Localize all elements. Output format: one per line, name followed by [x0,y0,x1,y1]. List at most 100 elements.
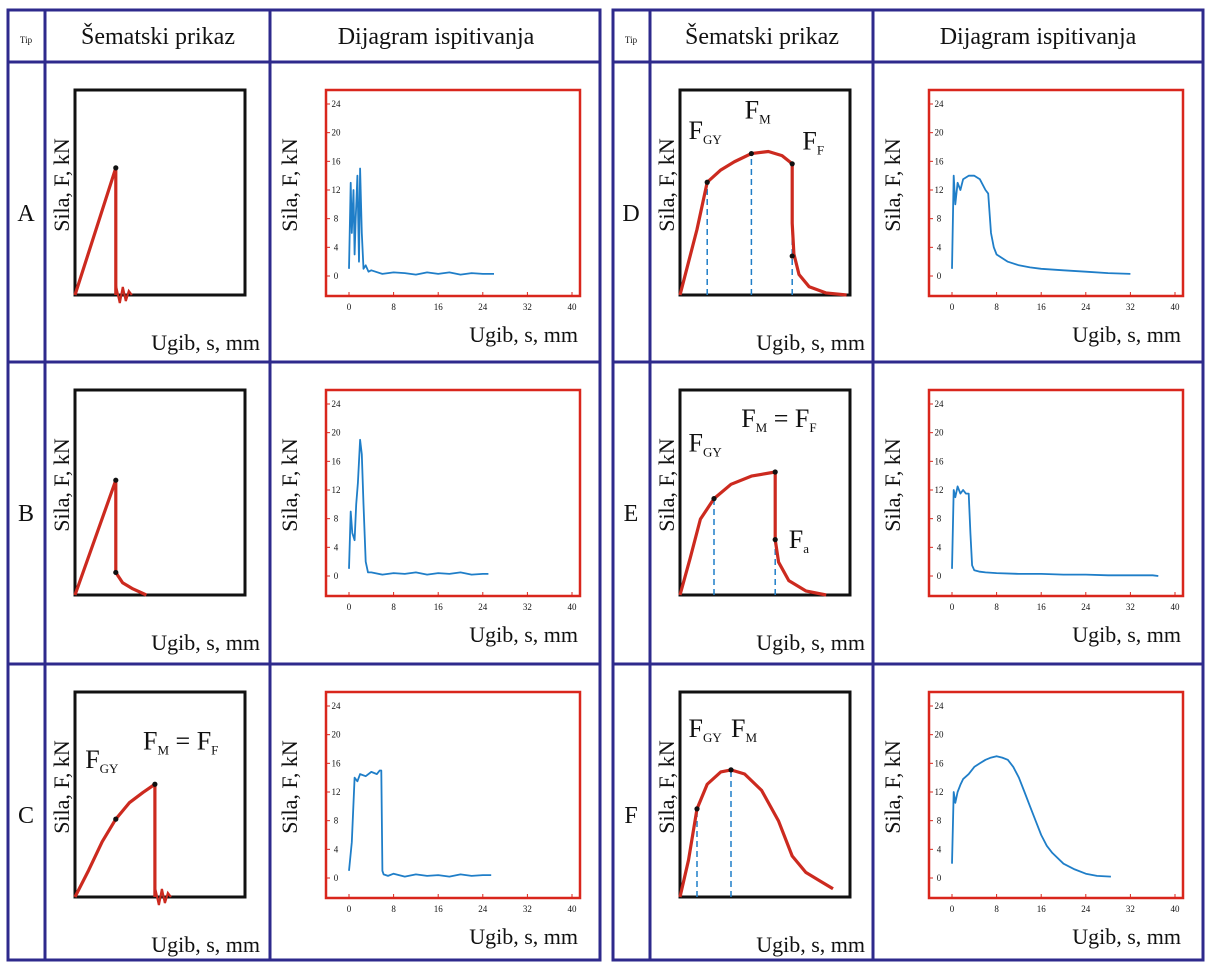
row-type-label: F [624,803,637,829]
x-tick-label: 40 [1171,602,1181,612]
x-tick-label: 8 [391,602,396,612]
x-tick-label: 8 [994,904,999,914]
schematic-point-marker [711,496,717,502]
y-tick-label: 20 [332,128,342,138]
y-tick-label: 16 [332,456,342,466]
y-tick-label: 12 [935,787,944,797]
y-tick-label: 8 [937,214,942,224]
diagram-frame [324,690,582,900]
schematic-force-label: FM [745,96,771,127]
schematic-y-axis-label: Sila, F, kN [49,138,74,232]
diagram-y-axis-label: Sila, F, kN [880,438,905,532]
x-tick-label: 24 [1081,904,1091,914]
x-tick-label: 8 [391,904,396,914]
schematic-force-label: FGY [689,429,723,460]
schematic-force-label: FF [802,126,824,157]
diagram-x-axis-label: Ugib, s, mm [1072,924,1181,949]
schematic-curve [678,470,827,597]
schematic-x-axis-label: Ugib, s, mm [756,932,865,957]
schematic-x-axis-label: Ugib, s, mm [151,932,260,957]
x-tick-label: 24 [478,904,488,914]
y-tick-label: 16 [935,758,945,768]
row-c: C Sila, F, kN Ugib, s, mm FGY FM = FF Sila, F… [18,690,582,957]
y-tick-label: 4 [937,242,942,252]
x-tick-label: 24 [1081,302,1091,312]
schematic-force-label: FM [731,714,757,745]
y-tick-label: 4 [334,542,339,552]
x-tick-label: 0 [950,904,955,914]
y-tick-label: 8 [334,816,339,826]
diagram-header: Dijagram ispitivanja [940,24,1137,50]
y-tick-label: 8 [334,214,339,224]
row-type-label: B [18,501,34,527]
row-type-label: D [622,201,639,227]
schematic-point-marker [772,537,778,543]
row-d: D Sila, F, kN Ugib, s, mm FGY FM FF Sila, F, k… [622,88,1185,355]
x-tick-label: 0 [950,302,955,312]
diagram-y-axis-label: Sila, F, kN [277,438,302,532]
diagram-frame [927,690,1185,900]
schematic-y-axis-label: Sila, F, kN [49,740,74,834]
schematic-box [678,88,852,297]
left-table-frame [6,8,602,962]
x-tick-label: 32 [1126,302,1135,312]
x-tick-label: 0 [347,602,352,612]
diagram-frame [927,388,1185,598]
schematic-force-label: Fa [789,525,809,556]
schematic-point-marker [748,150,755,157]
y-tick-label: 24 [332,99,342,109]
x-tick-label: 32 [523,602,532,612]
diagram-series-line [348,769,492,878]
schematic-point-marker [704,179,710,185]
y-tick-label: 12 [332,787,341,797]
y-tick-label: 24 [935,399,945,409]
x-tick-label: 16 [434,904,444,914]
y-tick-label: 12 [935,185,944,195]
schematic-box [73,88,247,297]
schematic-point-marker [113,569,119,576]
schematic-force-label: FGY [689,714,723,745]
y-tick-label: 0 [334,271,339,281]
diagram-frame [324,88,582,298]
diagram-x-axis-label: Ugib, s, mm [469,622,578,647]
row-type-label: C [18,803,34,829]
y-tick-label: 16 [332,156,342,166]
diagram-series-line [348,438,489,576]
schematic-force-label: FM = FF [143,726,218,757]
diagram-x-axis-label: Ugib, s, mm [469,924,578,949]
diagram-y-axis-label: Sila, F, kN [277,740,302,834]
schematic-x-axis-label: Ugib, s, mm [151,330,260,355]
y-tick-label: 16 [935,456,945,466]
x-tick-label: 32 [1126,904,1135,914]
y-tick-label: 20 [935,428,945,438]
y-tick-label: 0 [937,571,942,581]
x-tick-label: 16 [1037,602,1047,612]
row-e: E Sila, F, kN Ugib, s, mm FGY FM = FF Fa Sila,… [624,388,1185,655]
x-tick-label: 40 [1171,302,1181,312]
x-tick-label: 8 [391,302,396,312]
x-tick-label: 24 [478,302,488,312]
diagram-series-line [348,167,494,276]
diagram-y-axis-label: Sila, F, kN [880,740,905,834]
row-type-label: A [17,201,35,227]
schematic-x-axis-label: Ugib, s, mm [151,630,260,655]
y-tick-label: 4 [937,542,942,552]
y-tick-label: 12 [332,185,341,195]
y-tick-label: 0 [334,571,339,581]
schematic-point-marker [113,165,119,171]
schematic-fracture-wiggle [153,886,172,906]
x-tick-label: 24 [478,602,488,612]
row-f: F Sila, F, kN Ugib, s, mm FGY FM Sila, F, kN U… [624,690,1185,957]
diagram-x-axis-label: Ugib, s, mm [469,322,578,347]
diagram-series-line [951,755,1111,878]
diagram-x-axis-label: Ugib, s, mm [1072,622,1181,647]
schematic-point-marker [694,806,700,812]
x-tick-label: 32 [523,302,532,312]
diagram-series-line [951,485,1159,577]
schematic-curve [678,768,834,898]
y-tick-label: 0 [937,873,942,883]
schematic-box [73,388,247,597]
schematic-point-marker [152,781,158,787]
schematic-curve [73,782,157,898]
y-tick-label: 8 [334,514,339,524]
